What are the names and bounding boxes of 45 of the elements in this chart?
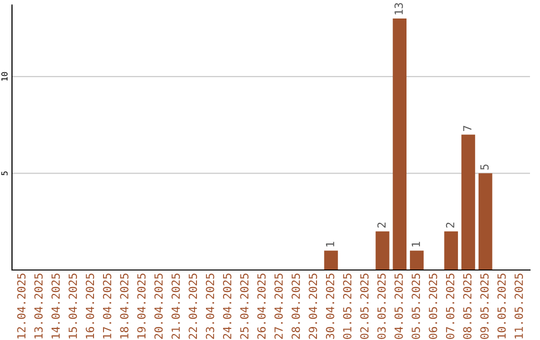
x-tick-label: 12.04.2025	[17, 274, 26, 338]
x-tick-label: 10.05.2025	[497, 274, 506, 338]
data-label: 5	[480, 164, 489, 170]
data-label: 1	[326, 242, 334, 246]
x-tick-label: 22.04.2025	[188, 274, 198, 339]
x-tick-label: 09.05.2025	[480, 274, 489, 339]
x-tick-label: 21.04.2025	[172, 274, 180, 339]
x-tick-label: 05.05.2025	[412, 274, 420, 339]
x-tick-label: 19.04.2025	[137, 274, 146, 338]
x-tick-label: 17.04.2025	[102, 274, 112, 338]
bar	[410, 250, 424, 270]
x-tick-label: 07.05.2025	[446, 274, 454, 339]
bar	[324, 250, 338, 270]
x-tick-label: 25.04.2025	[240, 274, 249, 339]
y-tick-label: 10	[1, 72, 8, 81]
data-label: 13	[394, 3, 403, 14]
bar	[392, 18, 407, 270]
x-tick-label: 28.04.2025	[292, 274, 300, 339]
x-tick-label: 11.05.2025	[514, 274, 523, 338]
bar	[444, 231, 458, 270]
x-tick-label: 29.04.2025	[308, 274, 318, 339]
x-tick-label: 02.05.2025	[360, 274, 369, 339]
x-tick-label: 24.04.2025	[222, 274, 232, 339]
x-tick-label: 01.05.2025	[343, 274, 352, 339]
bar	[461, 134, 476, 270]
x-tick-label: 14.04.2025	[51, 274, 60, 338]
x-tick-label: 18.04.2025	[120, 274, 128, 338]
x-tick-label: 16.04.2025	[86, 274, 94, 338]
bar	[478, 173, 492, 270]
x-tick-label: 20.04.2025	[154, 274, 163, 339]
x-tick-label: 13.04.2025	[34, 274, 43, 338]
data-label: 2	[446, 222, 454, 228]
x-tick-label: 08.05.2025	[463, 274, 472, 339]
data-label: 7	[463, 126, 472, 131]
x-tick-label: 03.05.2025	[377, 274, 386, 339]
x-tick-label: 23.04.2025	[206, 274, 214, 339]
x-tick-label: 27.04.2025	[274, 274, 283, 339]
data-label: 2	[377, 222, 386, 228]
x-tick-label: 30.04.2025	[326, 274, 334, 339]
x-tick-label: 15.04.2025	[68, 274, 77, 338]
x-tick-label: 26.04.2025	[257, 274, 266, 339]
bar	[376, 231, 390, 270]
x-tick-label: 04.05.2025	[394, 274, 403, 339]
data-label: 1	[412, 242, 420, 246]
x-tick-label: 06.05.2025	[428, 274, 438, 339]
